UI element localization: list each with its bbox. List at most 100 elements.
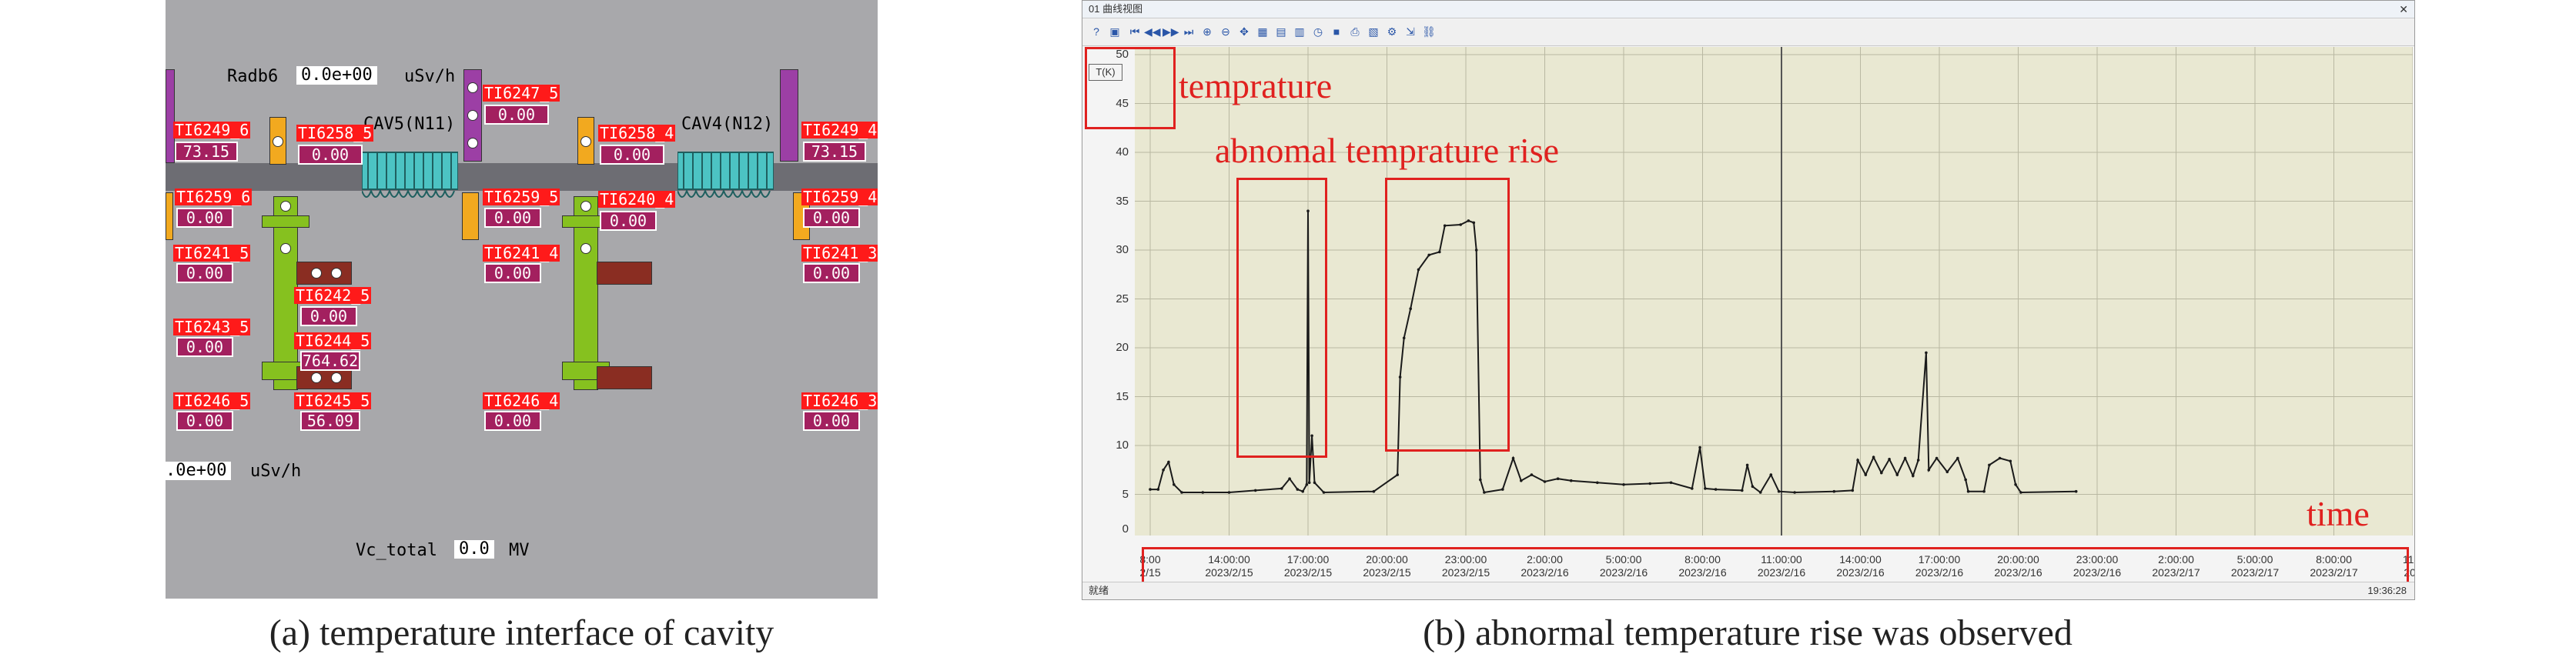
x-tick-label: 20:00:00 2023/2/16 bbox=[1994, 553, 2042, 579]
motor-4 bbox=[597, 366, 652, 389]
help-icon[interactable]: ? bbox=[1093, 25, 1099, 38]
data-point bbox=[1704, 487, 1707, 490]
print-icon[interactable]: ⎙ bbox=[1350, 25, 1360, 38]
data-point bbox=[1925, 351, 1928, 355]
tag-ti6258-5-name: TI6258_5 bbox=[296, 124, 374, 142]
tag-ti6258-4-value: 0.00 bbox=[600, 145, 664, 165]
image-icon[interactable]: ▧ bbox=[1368, 25, 1379, 38]
export-icon[interactable]: ⇲ bbox=[1406, 25, 1415, 38]
x-tick-label: 23:00:00 2023/2/15 bbox=[1441, 553, 1490, 579]
y-tick-label: 20 bbox=[1116, 341, 1129, 354]
tag-ti6249-4-name: TI6249_4 bbox=[801, 121, 878, 139]
cavity-temperature-interface: Radb6 0.0e+00 uSv/h CAV5(N11) CAV4(N12) bbox=[166, 0, 878, 599]
data-point bbox=[1530, 473, 1534, 476]
data-point bbox=[1851, 489, 1855, 492]
tag-ti6245-5-name: TI6245_5 bbox=[294, 392, 372, 410]
data-point bbox=[1988, 463, 1991, 467]
data-point bbox=[1227, 491, 1231, 494]
x-axis: 8:00 2/15 14:00:00 2023/2/15 17:00:00 2023/2/… bbox=[1135, 553, 2414, 582]
tag-ti6240-4-value: 0.00 bbox=[600, 211, 657, 231]
window-titlebar: 01 曲线视图 ✕ bbox=[1082, 1, 2414, 18]
flange-2 bbox=[577, 117, 594, 165]
window-title: 01 曲线视图 bbox=[1089, 3, 1143, 15]
tag-ti6259-5-name: TI6259_5 bbox=[483, 188, 560, 206]
y-tick-label: 10 bbox=[1116, 439, 1129, 452]
data-point bbox=[1745, 463, 1749, 467]
tag-ti6259-6-name: TI6259_6 bbox=[175, 188, 253, 206]
coupler-cav5 bbox=[463, 69, 482, 162]
table-icon[interactable]: ▤ bbox=[1276, 25, 1286, 38]
x-tick-label: 8:00:00 2023/2/17 bbox=[2310, 553, 2358, 579]
radb6-unit: uSv/h bbox=[404, 67, 456, 86]
tag-ti6243-5-value: 0.00 bbox=[176, 337, 233, 357]
y-tick-label: 40 bbox=[1116, 145, 1129, 158]
x-tick-label: 14:00:00 2023/2/15 bbox=[1205, 553, 1253, 579]
caption-b: (b) abnormal temperature rise was observ… bbox=[1423, 612, 2073, 653]
x-tick-label: 2:00:00 2023/2/17 bbox=[2152, 553, 2200, 579]
data-point bbox=[1305, 483, 1309, 486]
clock-icon[interactable]: ◷ bbox=[1313, 25, 1323, 38]
data-point bbox=[1149, 488, 1152, 491]
chart-icon[interactable]: ▥ bbox=[1294, 25, 1305, 38]
annotation-temprature: temprature bbox=[1179, 66, 1333, 105]
trend-plot[interactable] bbox=[1135, 47, 2413, 536]
data-point bbox=[1474, 249, 1478, 252]
data-point bbox=[1769, 473, 1773, 476]
data-point bbox=[1982, 489, 1986, 493]
x-tick-label: 8:00:00 2023/2/16 bbox=[1678, 553, 1727, 579]
data-point bbox=[1253, 489, 1257, 492]
motor-1 bbox=[296, 262, 352, 285]
data-point bbox=[1467, 219, 1470, 222]
save-icon[interactable]: ▣ bbox=[1109, 25, 1120, 38]
data-point bbox=[1622, 483, 1625, 486]
data-point bbox=[1691, 487, 1694, 490]
tag-ti6241-5-value: 0.00 bbox=[176, 263, 233, 283]
data-point bbox=[1296, 488, 1300, 491]
data-point bbox=[1472, 221, 1476, 225]
tag-ti6243-5-name: TI6243_5 bbox=[173, 318, 251, 336]
data-point bbox=[1916, 459, 1920, 462]
status-bar: 就绪 19:36:28 bbox=[1082, 582, 2414, 599]
y-tick-label: 50 bbox=[1116, 48, 1129, 61]
spike2-box bbox=[1385, 178, 1510, 452]
dose-rate-value: .0e+00 bbox=[166, 462, 232, 480]
stop-icon[interactable]: ■ bbox=[1333, 25, 1340, 38]
radb6-label: Radb6 bbox=[227, 67, 279, 86]
close-icon[interactable]: ✕ bbox=[2399, 3, 2408, 15]
y-tick-label: 15 bbox=[1116, 389, 1129, 403]
annotation-time: time bbox=[2307, 494, 2370, 533]
y-tick-label: 0 bbox=[1122, 522, 1129, 536]
cav5-label: CAV5(N11) bbox=[363, 115, 456, 134]
zoom-out-icon[interactable]: ⊖ bbox=[1221, 25, 1230, 38]
link-icon[interactable]: ⛓ bbox=[1422, 25, 1436, 38]
tag-ti6241-4-name: TI6241_4 bbox=[483, 244, 560, 262]
motor-3 bbox=[597, 262, 652, 285]
rewind-icon[interactable]: ◀◀ bbox=[1144, 25, 1161, 38]
x-tick-label: 5:00:00 2023/2/17 bbox=[2230, 553, 2280, 579]
pan-icon[interactable]: ✥ bbox=[1239, 25, 1249, 38]
tag-ti6244-5-value: 764.62 bbox=[300, 351, 360, 371]
vc-total-label: Vc_total bbox=[356, 541, 437, 560]
data-point bbox=[2019, 491, 2022, 494]
settings-icon[interactable]: ⚙ bbox=[1387, 25, 1397, 38]
tuner-left-bar1 bbox=[262, 215, 309, 228]
grid-icon[interactable]: ▦ bbox=[1257, 25, 1268, 38]
tag-ti6247-5-value: 0.00 bbox=[484, 105, 549, 125]
data-point bbox=[1793, 491, 1796, 494]
tag-ti6246-3-value: 0.00 bbox=[803, 411, 860, 431]
last-icon[interactable]: ⏭ bbox=[1183, 25, 1194, 38]
zoom-in-icon[interactable]: ⊕ bbox=[1203, 25, 1212, 38]
first-icon[interactable]: ⏮ bbox=[1129, 25, 1140, 38]
y-axis: 50 45 40 35 30 25 20 15 10 5 0 bbox=[1082, 47, 1135, 539]
y-tick-label: 30 bbox=[1116, 243, 1129, 256]
tag-ti6241-3-name: TI6241_3 bbox=[801, 244, 878, 262]
data-point bbox=[1288, 477, 1291, 480]
data-point bbox=[1396, 473, 1399, 476]
forward-icon[interactable]: ▶▶ bbox=[1163, 25, 1179, 38]
tag-ti6258-4-name: TI6258_4 bbox=[598, 124, 676, 142]
vc-total-value: 0.0 bbox=[454, 540, 494, 559]
data-point bbox=[1758, 491, 1762, 494]
tag-ti6259-4-value: 0.00 bbox=[803, 208, 860, 228]
tag-ti6249-6-name: TI6249_6 bbox=[173, 121, 251, 139]
dose-rate-unit: uSv/h bbox=[250, 462, 302, 481]
